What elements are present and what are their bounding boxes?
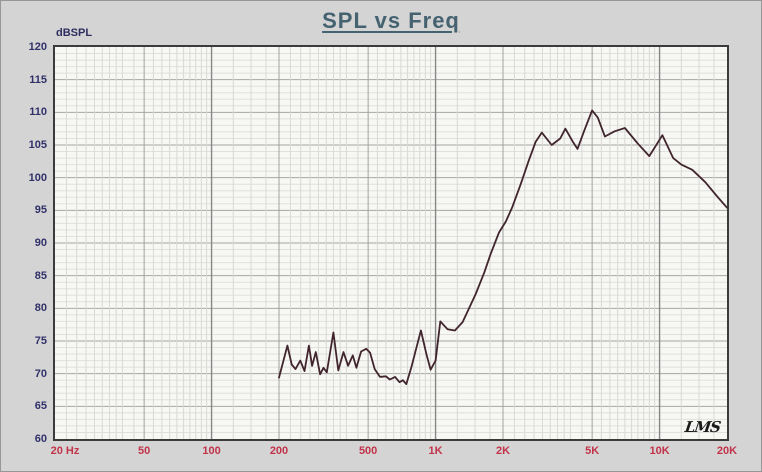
- x-tick-label: 10K: [649, 445, 670, 457]
- x-tick-label: 100: [202, 445, 221, 457]
- y-tick-label: 120: [28, 41, 47, 53]
- y-tick-label: 60: [34, 433, 47, 445]
- y-tick-label: 105: [28, 139, 47, 151]
- y-tick-label: 90: [34, 237, 47, 249]
- spl-curve: [278, 109, 727, 386]
- lms-logo: LMS: [683, 418, 722, 436]
- y-tick-label: 75: [34, 335, 47, 347]
- x-tick-label: 20 Hz: [50, 445, 80, 457]
- x-tick-label: 2K: [495, 445, 511, 457]
- y-tick-label: 110: [29, 106, 47, 119]
- x-tick-label: 5K: [585, 445, 600, 457]
- y-tick-label: 95: [34, 204, 47, 217]
- chart-canvas: [55, 47, 727, 439]
- plot-area: LMS: [53, 45, 729, 441]
- x-tick-label: 50: [138, 445, 151, 457]
- chart-title: SPL vs Freq: [322, 8, 460, 33]
- y-tick-label: 70: [34, 367, 47, 380]
- y-tick-label: 80: [34, 302, 47, 315]
- x-tick-label: 200: [269, 445, 289, 457]
- y-tick-label: 100: [28, 171, 47, 184]
- x-tick-label: 20K: [716, 445, 738, 457]
- y-tick-label: 115: [29, 73, 47, 86]
- y-tick-label: 65: [34, 400, 47, 413]
- x-tick-label: 1K: [428, 445, 443, 457]
- y-axis-unit-label: dBSPL: [56, 27, 93, 39]
- x-tick-label: 500: [358, 445, 378, 457]
- y-tick-label: 85: [34, 269, 47, 282]
